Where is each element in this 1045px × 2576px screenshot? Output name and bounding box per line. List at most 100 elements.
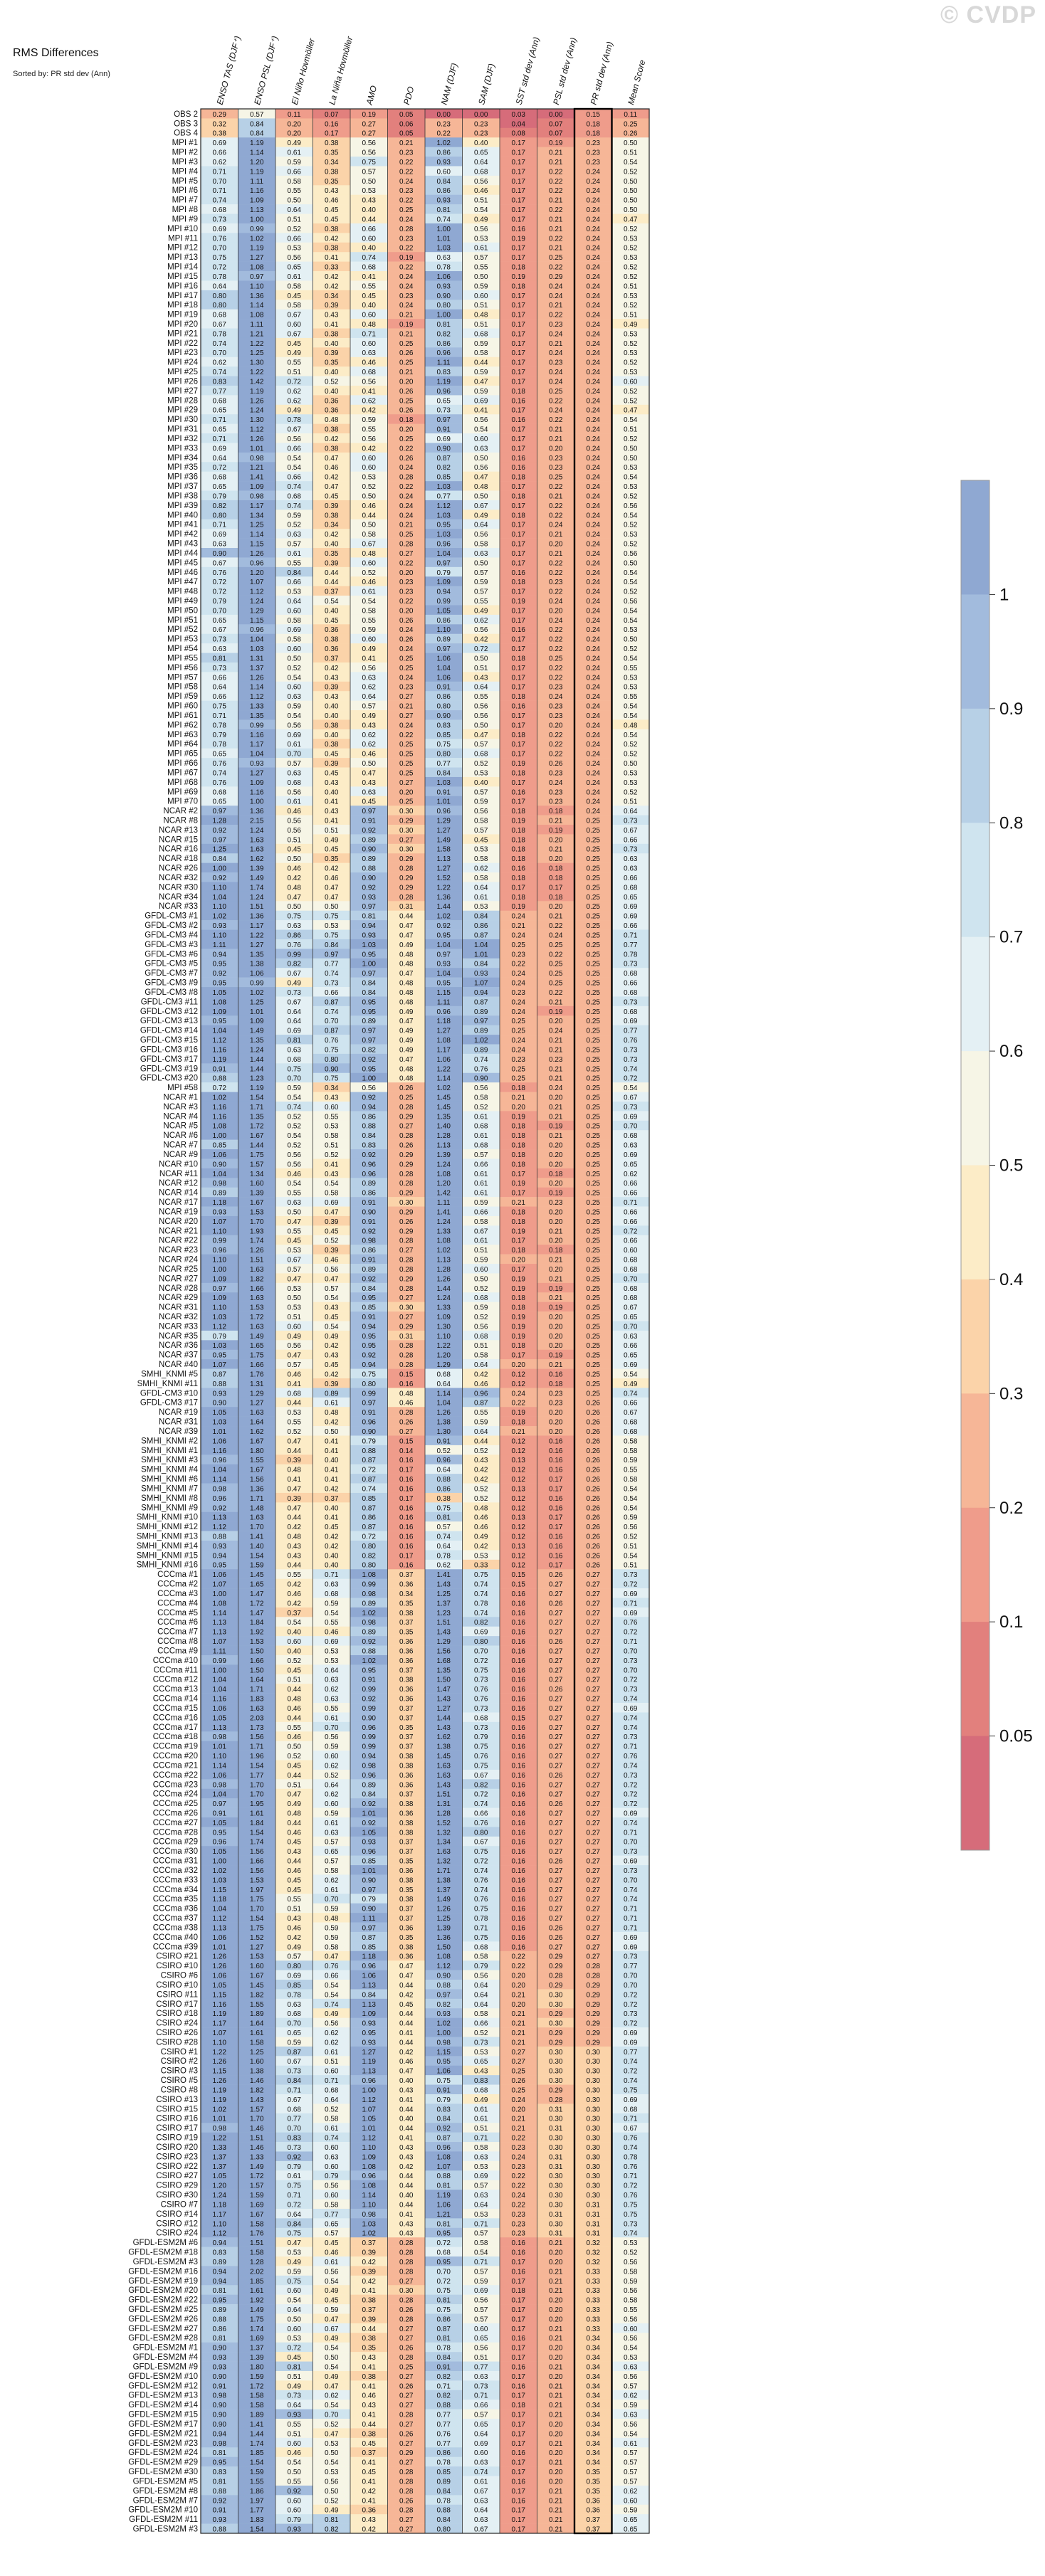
cell-value: 0.25 (587, 931, 601, 939)
cell-value: 0.24 (587, 302, 601, 310)
heatmap-cell (425, 213, 463, 224)
cell-value: 1.28 (437, 1810, 451, 1817)
cell-value: 1.33 (437, 1228, 451, 1235)
cell-value: 1.08 (437, 1037, 451, 1045)
cell-value: 0.53 (288, 245, 302, 253)
cell-value: 0.25 (624, 120, 638, 128)
cell-value: 0.86 (362, 1190, 377, 1198)
cell-value: 0.91 (362, 1257, 377, 1265)
cell-value: 0.52 (362, 569, 377, 577)
cell-value: 0.21 (399, 139, 414, 147)
cell-value: 0.68 (288, 2010, 302, 2018)
column-label: SST std dev (Ann) (514, 36, 542, 105)
cell-value: 0.92 (362, 827, 377, 835)
cell-value: 0.25 (587, 818, 601, 825)
cell-value: 0.44 (325, 579, 339, 586)
cell-value: 0.29 (587, 2039, 601, 2047)
cell-value: 0.25 (512, 2068, 526, 2076)
cell-value: 1.07 (213, 2029, 227, 2037)
cell-value: 0.68 (624, 1008, 638, 1016)
cell-value: 0.60 (362, 312, 377, 320)
cell-value: 0.16 (512, 1896, 526, 1904)
cell-value: 0.54 (624, 655, 638, 663)
heatmap-cell (350, 137, 388, 147)
cell-value: 0.62 (362, 741, 377, 749)
cell-value: 1.00 (362, 2086, 377, 2094)
cell-value: 0.36 (399, 1772, 414, 1780)
cell-value: 0.57 (437, 1524, 451, 1531)
cell-value: 0.78 (288, 416, 302, 424)
cell-value: 0.25 (587, 903, 601, 911)
cell-value: 0.26 (587, 1495, 601, 1503)
cell-value: 1.18 (362, 1953, 377, 1961)
column-label: AMO (364, 85, 379, 107)
cell-value: 0.27 (587, 1906, 601, 1913)
cell-value: 0.99 (437, 598, 451, 606)
cell-value: 1.49 (250, 875, 264, 882)
cell-value: 0.97 (474, 1018, 488, 1025)
cell-value: 1.64 (250, 1677, 264, 1684)
cell-value: 1.15 (437, 2049, 451, 2057)
cell-value: 0.18 (512, 579, 526, 586)
cell-value: 0.61 (474, 894, 488, 902)
cell-value: 0.28 (399, 1171, 414, 1178)
cell-value: 1.45 (250, 1571, 264, 1579)
heatmap-cell (275, 137, 313, 147)
cell-value: 0.17 (325, 130, 339, 138)
cell-value: 0.15 (512, 1581, 526, 1589)
cell-value: 0.52 (624, 541, 638, 549)
cell-value: 0.17 (512, 139, 526, 147)
cell-value: 1.63 (250, 846, 264, 854)
cell-value: 1.82 (250, 2086, 264, 2094)
cell-value: 0.12 (512, 1562, 526, 1570)
cell-value: 0.50 (474, 559, 488, 567)
cell-value: 1.00 (213, 1132, 227, 1140)
heatmap-cell (387, 194, 425, 205)
cell-value: 0.63 (288, 2001, 302, 2009)
cell-value: 1.30 (250, 359, 264, 367)
cell-value: 0.25 (399, 751, 414, 759)
cell-value: 0.41 (288, 1476, 302, 1484)
cell-value: 0.87 (362, 1457, 377, 1464)
cell-value: 0.67 (288, 312, 302, 320)
cell-value: 0.12 (512, 1476, 526, 1484)
cell-value: 1.17 (437, 1046, 451, 1054)
cell-value: 1.75 (250, 1896, 264, 1904)
cell-value: 0.64 (474, 1982, 488, 1990)
cell-value: 1.06 (213, 1437, 227, 1445)
cell-value: 1.02 (213, 913, 227, 921)
cell-value: 0.52 (288, 226, 302, 233)
cell-value: 0.52 (624, 388, 638, 396)
cell-value: 0.50 (362, 760, 377, 768)
cell-value: 0.84 (288, 569, 302, 577)
cell-value: 0.94 (362, 1104, 377, 1112)
cell-value: 0.52 (474, 2029, 488, 2037)
cell-value: 0.44 (474, 359, 488, 367)
cell-value: 0.25 (587, 1123, 601, 1131)
heatmap-cell (425, 166, 463, 176)
cell-value: 1.03 (213, 1342, 227, 1350)
cell-value: 0.66 (474, 2020, 488, 2028)
cell-value: 1.50 (250, 1667, 264, 1674)
cell-value: 0.25 (587, 1180, 601, 1188)
cell-value: 0.17 (512, 187, 526, 195)
cell-value: 0.62 (325, 1791, 339, 1799)
heatmap-cell (611, 166, 649, 176)
heatmap-cell (574, 147, 612, 157)
cell-value: 1.21 (250, 464, 264, 472)
cell-value: 0.71 (213, 168, 227, 176)
cell-value: 0.61 (325, 2049, 339, 2057)
cell-value: 0.41 (325, 1467, 339, 1474)
heatmap-cell (201, 204, 238, 214)
cell-value: 0.47 (474, 474, 488, 482)
cell-value: 0.75 (474, 1906, 488, 1913)
cell-value: 0.96 (437, 1457, 451, 1464)
cell-value: 1.17 (250, 922, 264, 930)
cell-value: 0.24 (399, 178, 414, 186)
cell-value: 0.66 (624, 1342, 638, 1350)
cell-value: 0.69 (474, 1629, 488, 1637)
cell-value: 1.10 (213, 903, 227, 911)
cell-value: 0.93 (474, 970, 488, 978)
cell-value: 1.34 (437, 1839, 451, 1847)
cell-value: 0.53 (474, 903, 488, 911)
